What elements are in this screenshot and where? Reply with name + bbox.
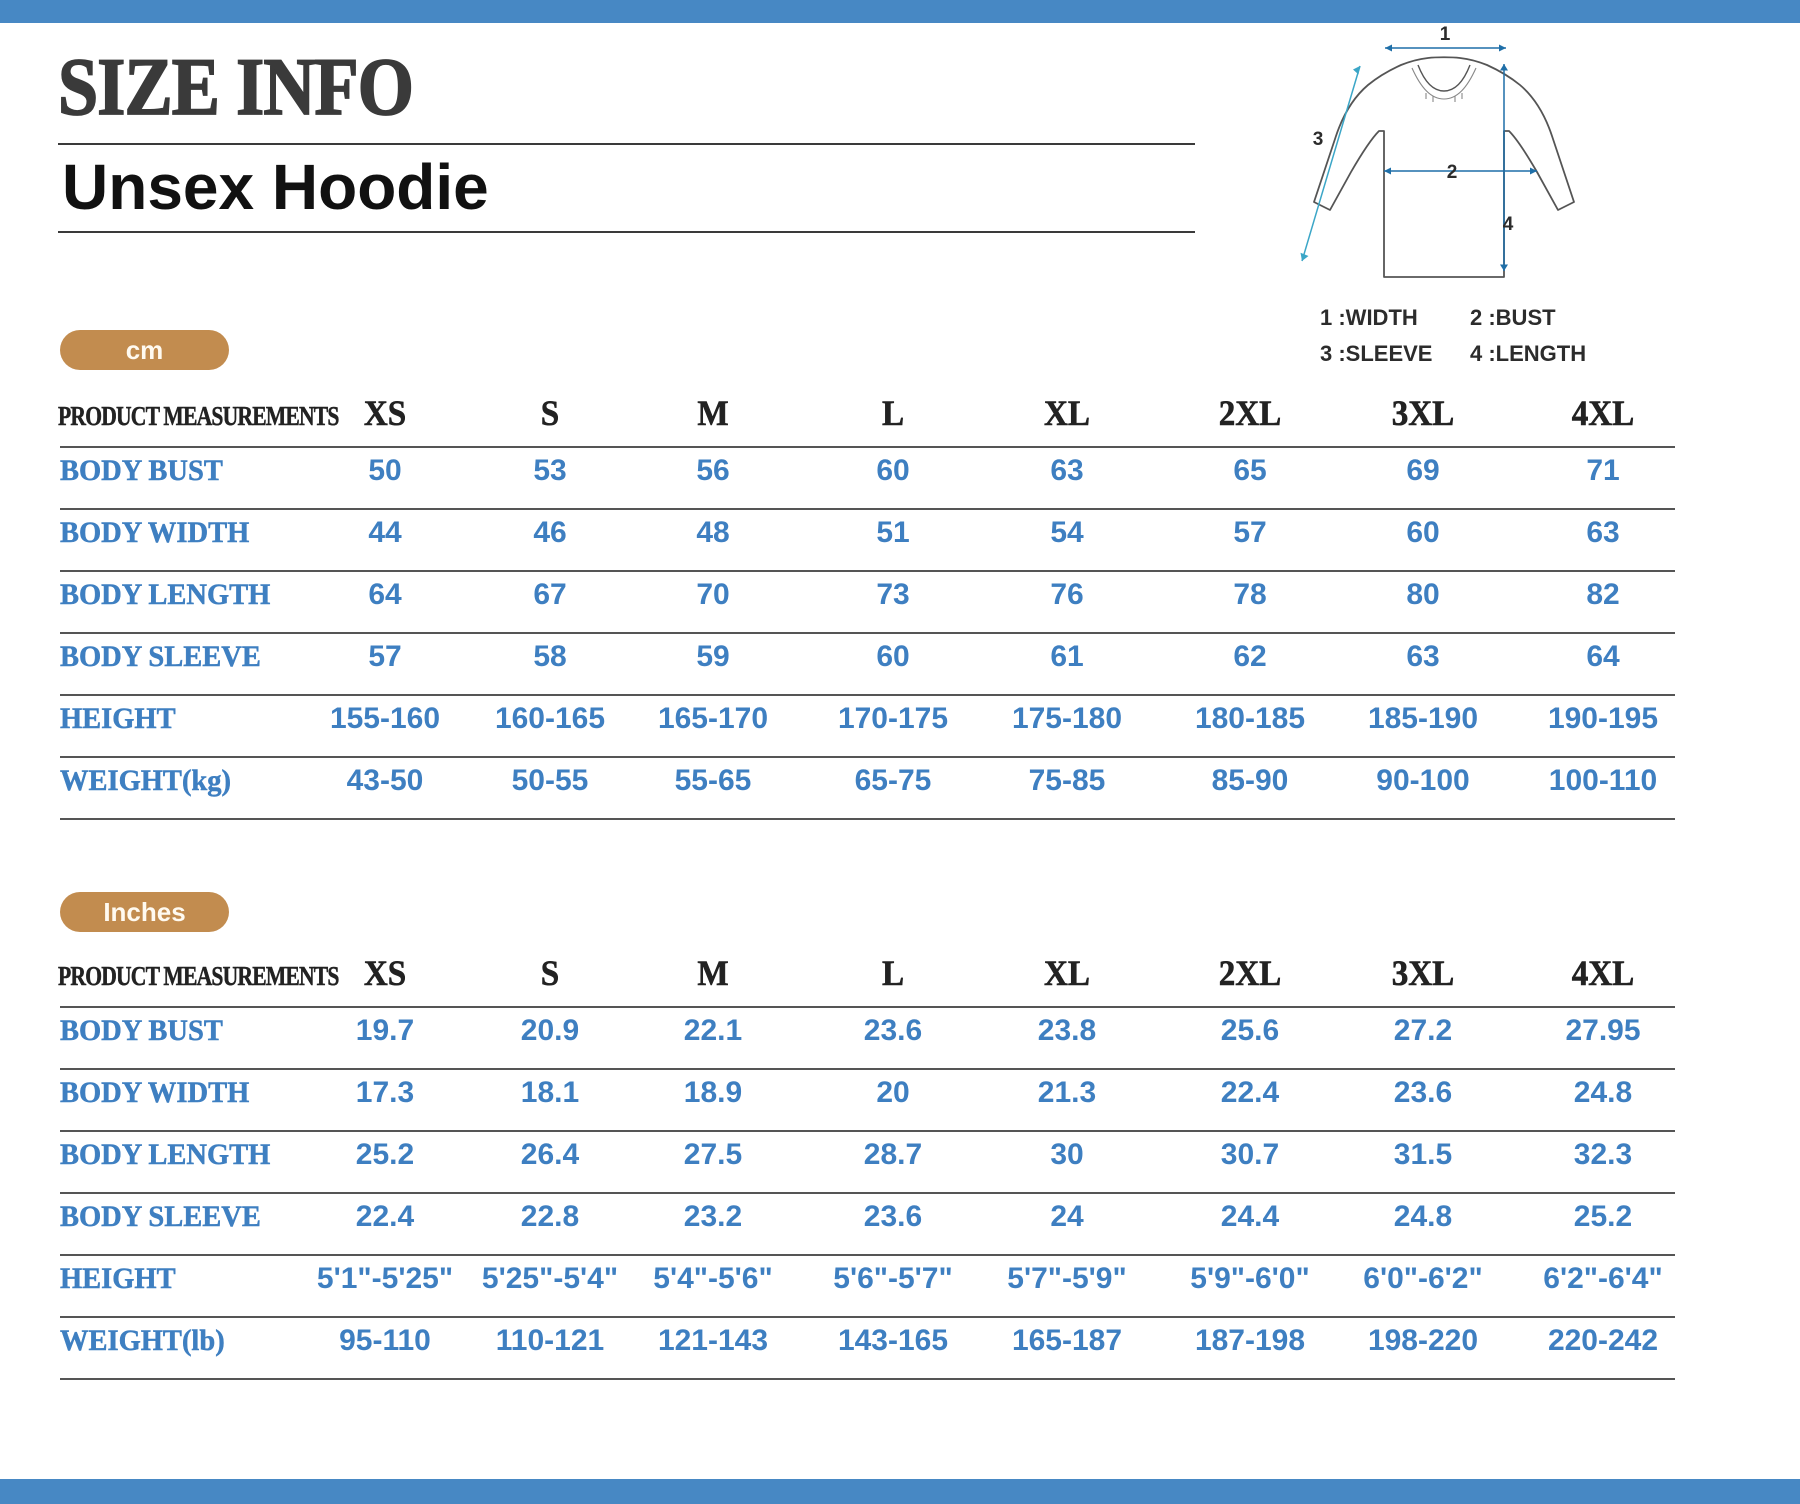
svg-text:2: 2 <box>1447 162 1458 183</box>
svg-text:4: 4 <box>1503 214 1514 235</box>
svg-text:1: 1 <box>1440 25 1451 45</box>
svg-text:3: 3 <box>1313 129 1324 150</box>
